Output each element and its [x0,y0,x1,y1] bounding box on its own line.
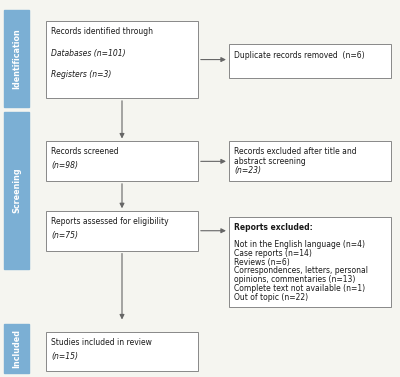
Text: Duplicate records removed  (n=6): Duplicate records removed (n=6) [234,51,365,60]
Text: Out of topic (n=22): Out of topic (n=22) [234,293,308,302]
Text: Not in the English language (n=4): Not in the English language (n=4) [234,240,365,249]
Text: Included: Included [12,329,21,368]
Text: Databases (n=101): Databases (n=101) [51,49,126,58]
Text: Reports excluded:: Reports excluded: [234,223,313,232]
Text: Records excluded after title and: Records excluded after title and [234,147,357,156]
Bar [46,141,198,181]
Text: (n=23): (n=23) [234,166,261,175]
Bar [229,141,391,181]
Text: Complete text not available (n=1): Complete text not available (n=1) [234,284,365,293]
Text: Identification: Identification [12,28,21,89]
Text: Records identified through: Records identified through [51,27,153,36]
Bar [46,211,198,251]
Text: (n=15): (n=15) [51,351,78,360]
Text: Reviews (n=6): Reviews (n=6) [234,257,290,267]
Text: Reports assessed for eligibility: Reports assessed for eligibility [51,217,169,226]
Text: Registers (n=3): Registers (n=3) [51,70,112,79]
Bar [46,21,198,98]
Bar [229,217,391,307]
Text: (n=75): (n=75) [51,231,78,240]
Bar [229,44,391,78]
Text: (n=98): (n=98) [51,161,78,170]
Bar [4,112,29,268]
Text: Records screened: Records screened [51,147,119,156]
Bar [46,332,198,371]
Text: Case reports (n=14): Case reports (n=14) [234,249,312,258]
Text: abstract screening: abstract screening [234,156,306,166]
Bar [4,11,29,107]
Text: Studies included in review: Studies included in review [51,338,152,347]
Text: Correspondences, letters, personal: Correspondences, letters, personal [234,267,368,275]
Text: Screening: Screening [12,167,21,213]
Bar [4,324,29,373]
Text: opinions, commentaries (n=13): opinions, commentaries (n=13) [234,275,355,284]
